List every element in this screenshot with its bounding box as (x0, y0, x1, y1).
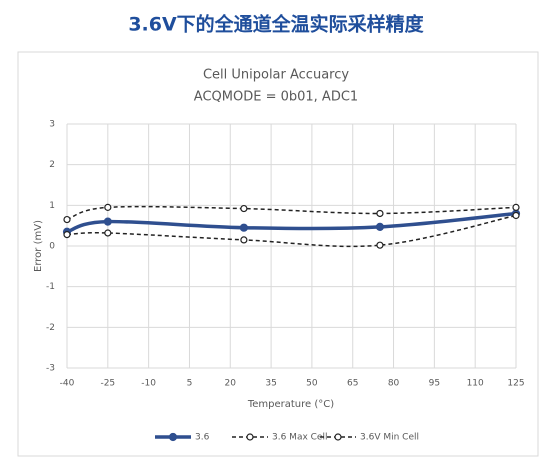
legend-marker (246, 433, 254, 441)
legend-marker (334, 433, 342, 441)
legend-label: 3.6 Max Cell (272, 433, 327, 443)
data-point (512, 211, 520, 220)
x-tick-label: 65 (347, 379, 358, 389)
x-tick-label: 80 (388, 379, 400, 389)
x-tick-label: -40 (60, 379, 75, 389)
data-point (104, 229, 112, 237)
data-point (376, 209, 384, 218)
x-tick-label: 20 (225, 379, 237, 389)
data-point (512, 203, 520, 211)
legend-label: 3.6V Min Cell (360, 433, 419, 443)
y-axis-label: Error (mV) (33, 220, 44, 272)
x-tick-label: 35 (265, 379, 276, 389)
y-tick-label: 1 (49, 201, 55, 211)
series-line (66, 205, 517, 221)
chart-subtitle: ACQMODE = 0b01, ADC1 (194, 90, 358, 105)
data-point (239, 223, 248, 232)
x-tick-label: 50 (306, 379, 318, 389)
data-point (240, 236, 248, 244)
y-tick-label: 2 (49, 160, 55, 170)
slide-title: 3.6V下的全通道全温实际采样精度 (128, 13, 424, 36)
y-tick-label: -2 (46, 323, 55, 333)
y-tick-label: 3 (49, 120, 55, 130)
x-tick-label: 5 (187, 379, 193, 389)
x-tick-label: -10 (141, 379, 156, 389)
x-tick-label: 110 (467, 379, 484, 389)
chart-title: Cell Unipolar Accuarcy (203, 68, 349, 83)
x-tick-label: -25 (100, 379, 115, 389)
data-point (63, 215, 71, 224)
data-point (103, 217, 112, 226)
legend-marker (168, 432, 178, 442)
data-point (376, 241, 384, 249)
x-tick-label: 95 (429, 379, 440, 389)
chart-frame (17, 51, 539, 457)
data-point (375, 222, 385, 231)
y-tick-label: -3 (46, 364, 55, 374)
y-tick-label: 0 (49, 242, 55, 252)
x-tick-label: 125 (507, 379, 524, 389)
legend-label: 3.6 (195, 433, 210, 443)
data-point (63, 231, 71, 239)
data-point (240, 204, 248, 213)
y-tick-label: -1 (46, 282, 55, 292)
x-axis-label: Temperature (°C) (247, 399, 334, 410)
data-point (104, 203, 112, 211)
